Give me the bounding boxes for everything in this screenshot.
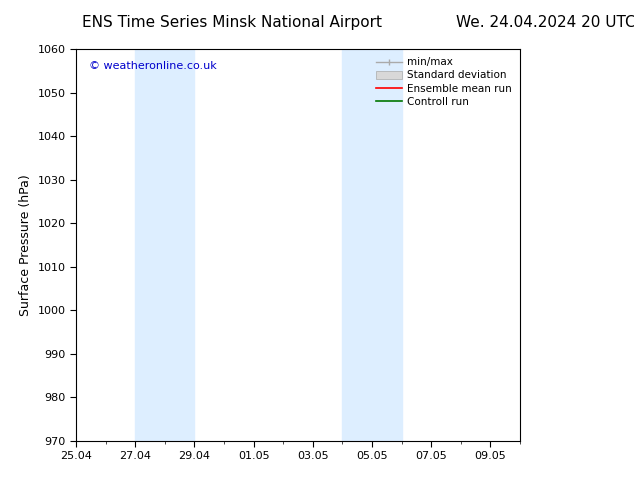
- Legend: min/max, Standard deviation, Ensemble mean run, Controll run: min/max, Standard deviation, Ensemble me…: [372, 54, 515, 110]
- Text: We. 24.04.2024 20 UTC: We. 24.04.2024 20 UTC: [456, 15, 634, 30]
- Bar: [135, 49, 195, 441]
- Text: © weatheronline.co.uk: © weatheronline.co.uk: [89, 61, 217, 71]
- Text: ENS Time Series Minsk National Airport: ENS Time Series Minsk National Airport: [82, 15, 382, 30]
- Bar: [342, 49, 401, 441]
- Y-axis label: Surface Pressure (hPa): Surface Pressure (hPa): [19, 174, 32, 316]
